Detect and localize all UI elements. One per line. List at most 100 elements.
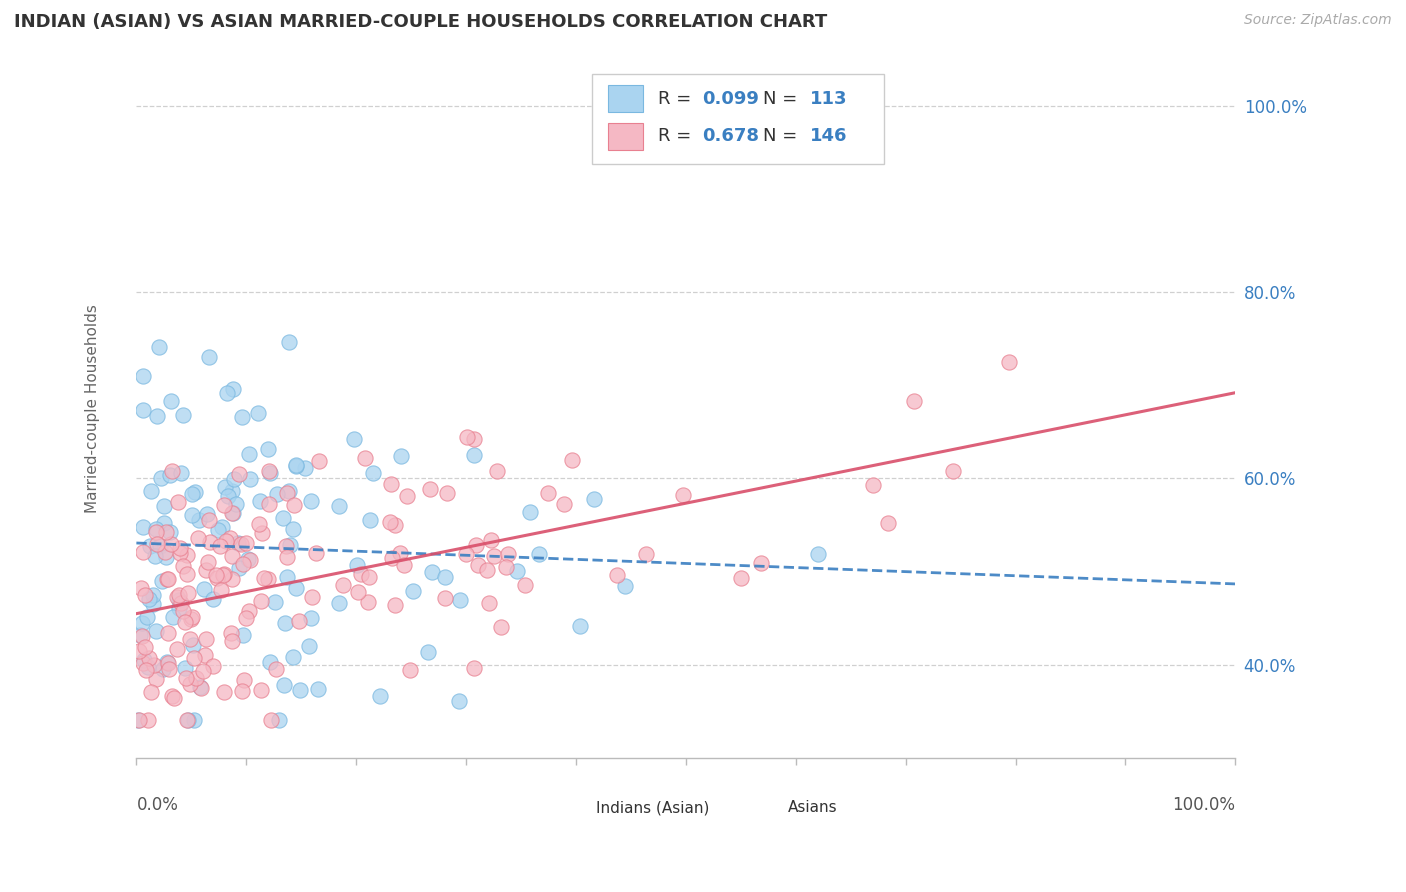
Point [416,645,439,659]
Point [672,488,695,502]
Point [135,663,157,677]
Point [211,582,233,597]
Point [173,661,195,675]
Point [174,615,197,629]
Point [221,626,243,640]
Text: 0.0%: 0.0% [136,796,179,814]
Point [132,369,155,384]
Point [260,714,283,728]
Point [513,578,536,592]
Point [176,714,198,728]
Point [157,625,180,640]
Point [349,566,371,581]
Point [561,453,583,467]
Point [221,382,243,396]
Point [198,512,221,526]
Point [136,714,159,728]
Point [381,550,404,565]
Point [328,596,350,610]
Point [226,535,249,549]
Point [250,525,273,540]
Point [606,567,628,582]
Point [463,432,485,446]
Point [128,644,150,658]
Point [146,537,169,551]
Point [634,547,657,561]
FancyBboxPatch shape [592,73,883,164]
Point [166,642,188,657]
Point [447,694,470,708]
Point [903,393,925,408]
Point [259,655,281,669]
Point [284,458,307,473]
Point [249,494,271,508]
Point [134,588,156,602]
Point [434,591,457,606]
Text: R =: R = [658,128,697,145]
Point [239,553,262,567]
Point [183,714,205,728]
Point [156,573,179,587]
Point [463,661,485,675]
Point [179,632,201,646]
Text: 100.0%: 100.0% [1173,796,1236,814]
Point [163,691,186,706]
Text: N =: N = [763,90,803,108]
Point [198,535,221,549]
Point [172,603,194,617]
Point [215,386,238,401]
Point [505,564,527,578]
Point [160,394,183,409]
Point [170,466,193,480]
Point [136,610,159,624]
Point [276,486,298,500]
Point [221,549,243,563]
Point [138,650,160,665]
Point [434,570,457,584]
Point [157,572,180,586]
Point [150,470,173,484]
Text: 0.678: 0.678 [703,128,759,145]
Point [218,531,240,545]
Point [238,604,260,618]
Point [250,594,273,608]
Point [167,592,190,607]
Point [257,497,280,511]
Point [384,518,406,533]
Point [231,409,253,424]
Point [129,627,152,641]
Point [232,558,254,572]
Text: N =: N = [763,128,803,145]
Point [456,430,478,444]
Point [346,584,368,599]
Point [202,591,225,606]
Point [877,516,900,530]
Point [180,487,202,501]
Point [145,522,167,536]
Point [307,681,329,696]
Point [346,558,368,573]
Point [278,538,301,552]
Point [496,547,519,561]
Point [187,531,209,545]
FancyBboxPatch shape [607,86,643,112]
Point [142,588,165,602]
Point [380,515,402,529]
Point [465,538,488,552]
Point [194,563,217,577]
Point [271,511,294,525]
Point [420,566,443,580]
Point [328,500,350,514]
Text: R =: R = [658,90,697,108]
Point [146,409,169,423]
Point [195,632,218,646]
Point [301,591,323,605]
Text: INDIAN (ASIAN) VS ASIAN MARRIED-COUPLE HOUSEHOLDS CORRELATION CHART: INDIAN (ASIAN) VS ASIAN MARRIED-COUPLE H… [14,13,827,31]
Point [160,465,183,479]
Point [235,610,257,624]
Point [343,432,366,446]
FancyBboxPatch shape [607,123,643,150]
Point [132,545,155,559]
Point [569,619,592,633]
Point [150,574,173,588]
